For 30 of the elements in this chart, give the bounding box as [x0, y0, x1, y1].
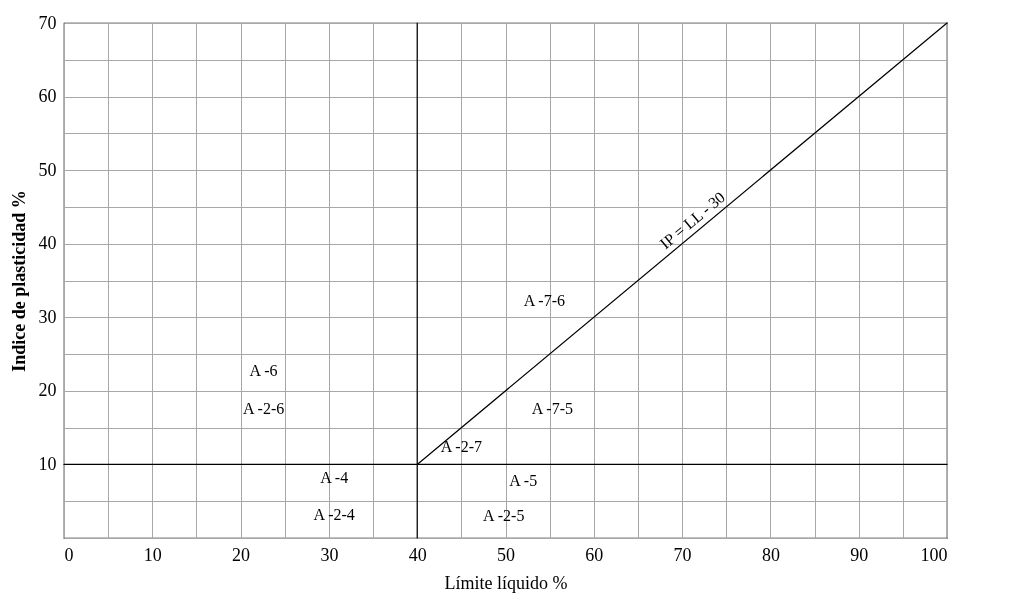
x-tick-label: 50 — [497, 544, 515, 565]
y-tick-label: 40 — [38, 233, 57, 254]
y-tick-label: 60 — [38, 86, 57, 107]
annotation: A -4 — [320, 468, 349, 486]
annotation: A -7-6 — [523, 291, 566, 309]
x-axis-title: Límite líquido % — [444, 572, 568, 593]
y-axis-title: Indice de plasticidad % — [8, 190, 29, 372]
annotation: A -2-5 — [483, 507, 525, 525]
x-tick-label: 70 — [673, 544, 692, 565]
annotation: A -2-4 — [313, 505, 355, 523]
y-tick-label: 70 — [38, 12, 57, 33]
y-tick-label: 10 — [38, 453, 57, 474]
x-tick-label: 0 — [64, 544, 74, 565]
x-tick-label: 100 — [920, 544, 948, 565]
x-tick-label: 30 — [320, 544, 339, 565]
x-tick-label: 10 — [143, 544, 162, 565]
annotation: IP = LL - 30 — [656, 188, 729, 252]
x-tick-label: 80 — [761, 544, 780, 565]
annotation: A -5 — [509, 472, 538, 490]
y-tick-label: 20 — [38, 380, 57, 401]
annotation: A -2-6 — [242, 400, 285, 418]
x-tick-label: 20 — [232, 544, 251, 565]
annotation: A -7-5 — [531, 400, 573, 418]
y-tick-label: 50 — [38, 159, 57, 180]
x-tick-label: 40 — [408, 544, 427, 565]
x-tick-label: 90 — [850, 544, 869, 565]
x-tick-label: 60 — [585, 544, 604, 565]
annotation: A -2-7 — [440, 437, 483, 455]
y-tick-label: 30 — [38, 306, 57, 327]
annotation: A -6 — [249, 362, 278, 380]
